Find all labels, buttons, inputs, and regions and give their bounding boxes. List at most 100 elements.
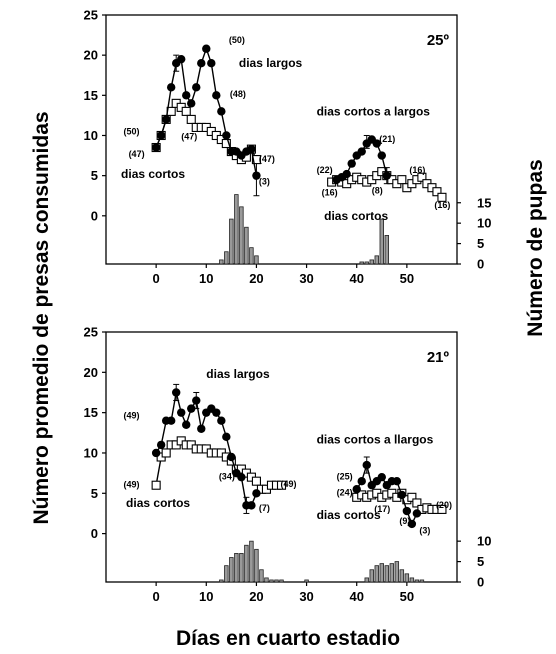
circle-marker: [407, 519, 417, 529]
pupae-bar: [364, 261, 369, 265]
pupae-bar: [384, 235, 390, 265]
circle-marker: [177, 408, 186, 417]
circle-marker: [217, 416, 226, 425]
pupae-bar: [369, 259, 374, 265]
circle-marker: [151, 448, 161, 458]
y-tick-label: 20: [84, 365, 98, 380]
y-axis-label-right: Número de pupas: [524, 159, 547, 336]
circle-marker: [377, 472, 386, 482]
pupae-bar: [359, 261, 364, 265]
plot-frame: [105, 14, 458, 265]
pupae-bar: [259, 569, 264, 583]
circle-marker: [166, 416, 176, 425]
x-tick-label: 20: [249, 589, 263, 604]
y-tick-label: 15: [84, 405, 98, 420]
series-annotation: dias cortos: [126, 496, 190, 510]
series-annotation: dias largos: [239, 56, 303, 70]
square-marker: [437, 192, 447, 202]
sample-size-label: (16): [434, 200, 450, 210]
x-tick-label: 50: [400, 589, 414, 604]
circle-marker: [212, 91, 221, 100]
x-tick-label: 40: [349, 589, 363, 604]
sample-size-label: (8): [372, 185, 383, 195]
sample-size-label: (24): [337, 488, 353, 498]
y-tick-label: 10: [84, 128, 98, 143]
series-annotation: dias cortos: [324, 209, 388, 223]
pupae-bar: [304, 579, 309, 583]
circle-marker: [187, 404, 196, 413]
sample-size-label: (47): [181, 132, 197, 142]
pupae-bar: [254, 548, 259, 583]
square-marker: [151, 480, 161, 490]
pupae-bar: [264, 577, 269, 583]
circle-marker: [247, 501, 256, 510]
x-tick-label: 10: [199, 271, 213, 286]
circle-marker: [392, 476, 402, 486]
sample-size-label: (7): [259, 503, 270, 513]
panel-25-degrees: 0 5 10 15 20 25 0 10 20 30 40 50 0 5 10 15 (50) dias larg…: [84, 8, 492, 287]
x-tick-label: 20: [249, 271, 263, 286]
sample-size-label: (47): [259, 154, 275, 164]
square-marker: [181, 106, 191, 116]
pupae-bar: [234, 553, 239, 583]
pupae-bar: [379, 563, 384, 583]
circle-marker: [197, 424, 206, 433]
square-marker: [161, 448, 171, 458]
circle-marker: [212, 408, 221, 417]
y-tick-label: 0: [91, 208, 98, 223]
sample-size-label: (47): [129, 149, 145, 159]
y-tick-label: 20: [84, 48, 98, 63]
circle-marker: [182, 91, 191, 100]
temperature-label: 25º: [427, 32, 450, 49]
square-marker: [432, 187, 442, 197]
series-annotation: dias cortos: [121, 167, 185, 181]
pupae-bar: [249, 540, 254, 583]
y-tick-label: 15: [84, 88, 98, 103]
circle-marker: [217, 107, 226, 116]
circle-marker: [222, 432, 231, 442]
pupae-bar: [404, 573, 410, 583]
square-marker: [437, 504, 447, 514]
sample-size-label: (21): [379, 134, 395, 144]
circle-marker: [227, 452, 236, 462]
pupae-bar: [224, 565, 229, 583]
panel-21-degrees: 0 5 10 15 20 25 0 10 20 30 40 50 0 5 10 dias largos (49)…: [84, 325, 492, 605]
x-tick-label: 0: [153, 589, 160, 604]
sample-size-label: (49): [280, 479, 296, 489]
circle-marker: [247, 144, 256, 154]
circle-marker: [402, 506, 412, 516]
circle-marker: [192, 396, 201, 405]
series-annotation: dias cortos a largos: [317, 104, 431, 118]
sample-size-label: (50): [229, 35, 245, 45]
circle-marker: [197, 58, 206, 68]
circle-marker: [166, 83, 176, 92]
temperature-label: 21º: [427, 349, 450, 366]
pupae-bar: [384, 565, 390, 583]
x-tick-label: 40: [349, 271, 363, 286]
circle-marker: [177, 54, 186, 64]
sample-size-label: (48): [230, 89, 246, 99]
sample-size-label: (25): [337, 472, 353, 482]
sample-size-label: (16): [322, 188, 338, 198]
circle-marker: [347, 159, 356, 168]
circle-marker: [357, 476, 366, 486]
pupae-bar: [234, 194, 239, 265]
y2-tick-label: 10: [477, 216, 491, 231]
x-axis-label: Días en cuarto estadio: [176, 627, 400, 650]
y2-tick-label: 0: [477, 575, 484, 590]
circle-marker: [151, 143, 161, 152]
y-tick-label: 10: [84, 445, 98, 460]
x-tick-label: 50: [400, 271, 414, 286]
pupae-bar: [394, 561, 400, 583]
pupae-bar: [224, 251, 229, 265]
y-tick-label: 5: [91, 486, 98, 501]
sample-size-label: (17): [374, 504, 390, 514]
pupae-bar: [269, 579, 274, 583]
circle-marker: [161, 115, 171, 124]
pupae-bar: [274, 579, 279, 583]
circle-marker: [357, 147, 366, 156]
y2-tick-label: 15: [477, 195, 491, 210]
y2-tick-label: 5: [477, 236, 484, 251]
circle-marker: [156, 440, 166, 450]
